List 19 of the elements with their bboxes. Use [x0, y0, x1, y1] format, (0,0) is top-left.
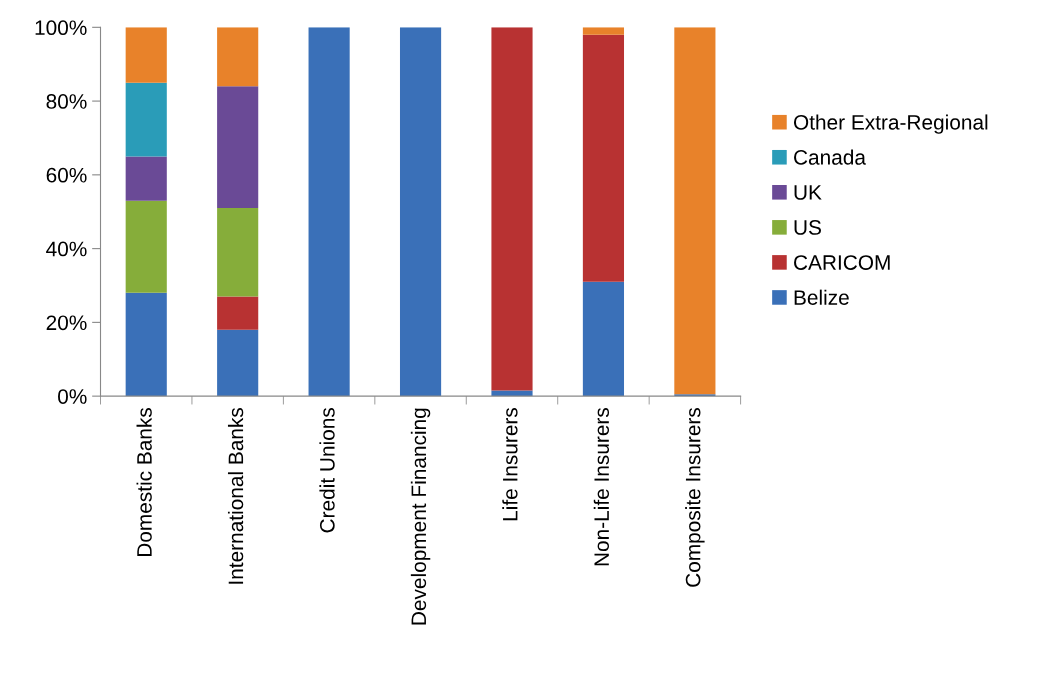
legend-label: Canada [794, 149, 866, 165]
y-tick-label: 100% [35, 20, 87, 36]
y-tick-label: 80% [46, 94, 87, 109]
x-tick-label: Domestic Banks [136, 408, 152, 557]
y-tick-label: 40% [46, 241, 87, 257]
x-tick-label: Credit Unions [319, 408, 335, 533]
legend-label: UK [794, 185, 822, 200]
x-tick-label: Life Insurers [502, 407, 518, 521]
x-tick-label: Composite Insurers [685, 407, 705, 587]
legend-label: Belize [794, 289, 849, 305]
y-tick-label: 0% [58, 389, 87, 404]
legend-label: US [794, 220, 821, 235]
legend-label: Other Extra-Regional [793, 114, 988, 134]
y-tick-label: 60% [46, 167, 87, 183]
x-tick-label: International Banks [227, 407, 244, 584]
legend-label: CARICOM [794, 255, 890, 270]
x-tick-label: Non-Life Insurers [593, 407, 610, 566]
x-tick-label: Development Financing [410, 408, 431, 625]
y-tick-label: 20% [46, 315, 87, 331]
